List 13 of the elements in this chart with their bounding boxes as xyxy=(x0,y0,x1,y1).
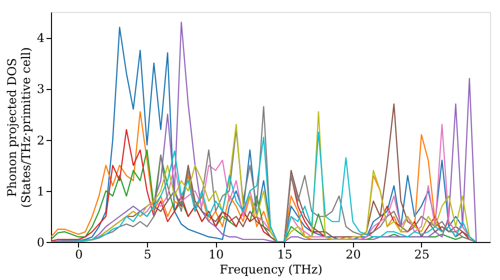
x-tick-label: 0 xyxy=(75,248,83,262)
y-tick-label: 0 xyxy=(36,236,44,250)
y-axis-title: Phonon projected DOS (States/THz·primitive cell) xyxy=(4,47,33,208)
y-tick-label: 2 xyxy=(36,133,44,148)
x-tick-label: 20 xyxy=(346,248,361,262)
y-tick-label: 3 xyxy=(36,82,44,96)
y-tick-label: 4 xyxy=(36,31,45,46)
x-tick-label: 25 xyxy=(414,248,430,262)
x-axis-title: Frequency (THz) xyxy=(220,262,322,276)
y-tick-label: 1 xyxy=(36,184,44,198)
x-tick-label: 5 xyxy=(144,248,152,262)
x-tick-label: 10 xyxy=(208,248,224,262)
x-tick-label: 15 xyxy=(277,248,292,262)
